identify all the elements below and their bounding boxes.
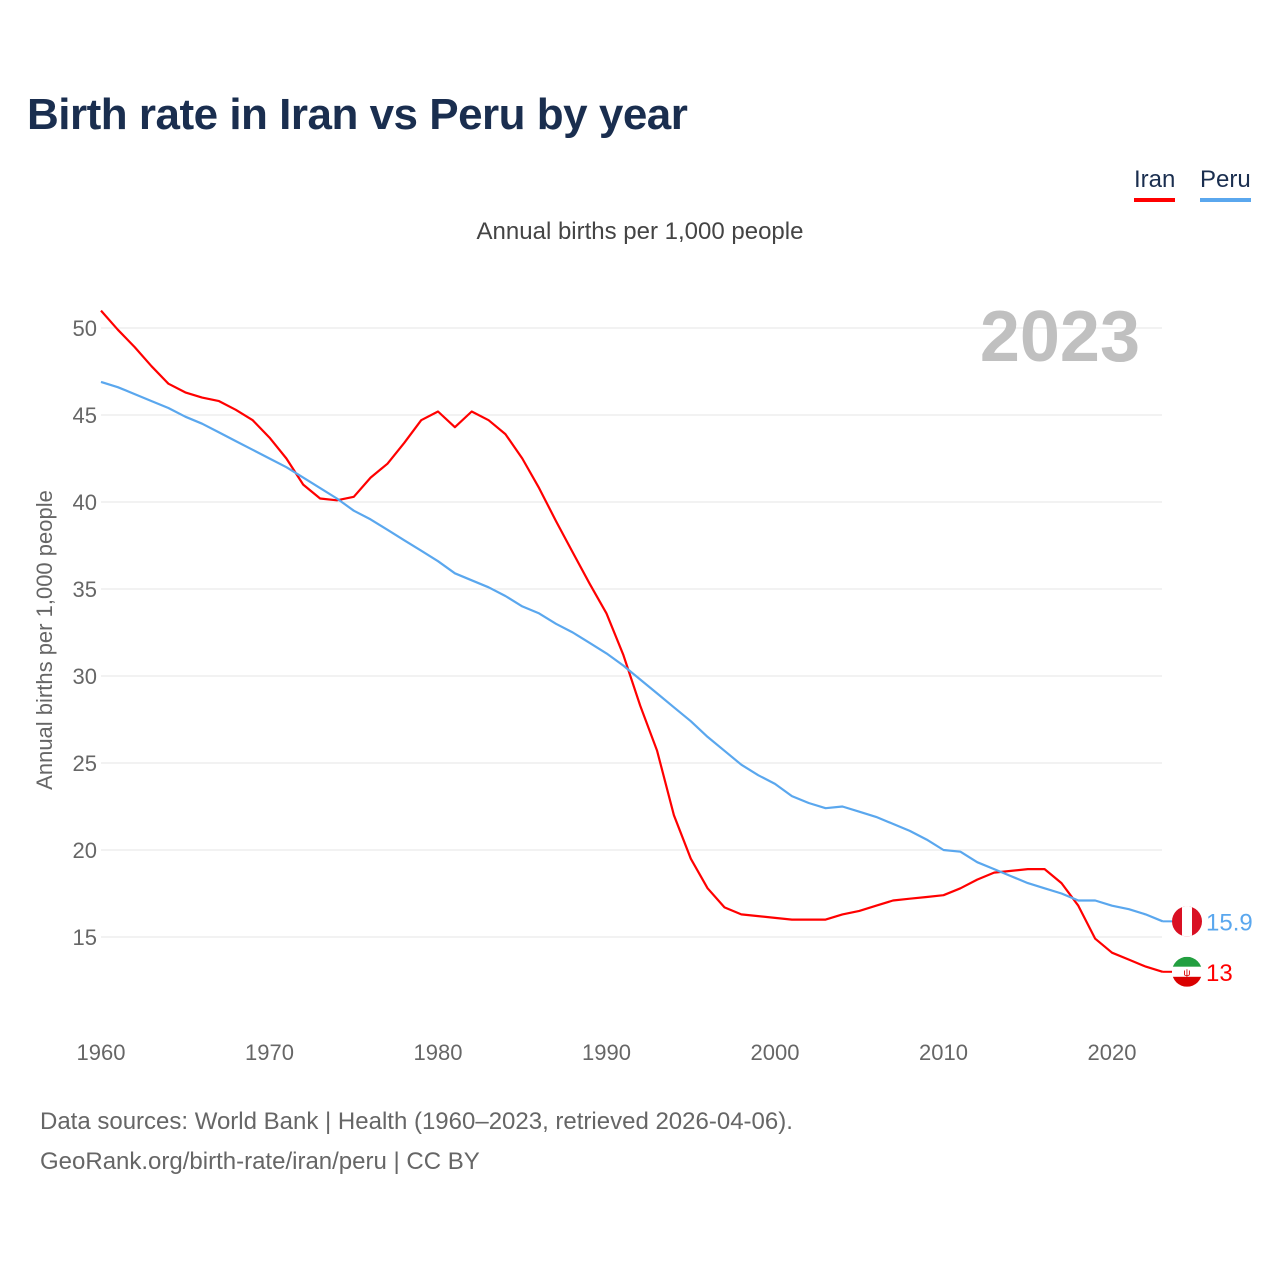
x-tick-label: 2000: [751, 1040, 800, 1065]
data-source-text: Data sources: World Bank | Health (1960–…: [40, 1108, 793, 1135]
x-tick-label: 1960: [77, 1040, 126, 1065]
y-axis-label: Annual births per 1,000 people: [32, 490, 57, 790]
y-tick-label: 25: [73, 751, 97, 776]
y-tick-label: 45: [73, 403, 97, 428]
y-tick-label: 50: [73, 316, 97, 341]
x-tick-label: 2010: [919, 1040, 968, 1065]
end-value-label-peru: 15.9: [1206, 909, 1253, 936]
svg-text:ψ: ψ: [1183, 968, 1190, 979]
x-tick-label: 1980: [414, 1040, 463, 1065]
iran-flag-icon: ψ: [1172, 956, 1202, 987]
source-link[interactable]: GeoRank.org/birth-rate/iran/peru | CC BY: [40, 1148, 480, 1175]
x-tick-label: 2020: [1088, 1040, 1137, 1065]
y-tick-label: 30: [73, 664, 97, 689]
y-tick-label: 40: [73, 490, 97, 515]
y-tick-label: 15: [73, 925, 97, 950]
y-tick-label: 20: [73, 838, 97, 863]
year-watermark: 2023: [980, 297, 1140, 377]
peru-flag-icon: [1172, 906, 1202, 937]
series-line-iran: [100, 309, 1163, 973]
end-value-label-iran: 13: [1206, 960, 1233, 987]
chart-subtitle: Annual births per 1,000 people: [476, 218, 804, 245]
legend-item-iran[interactable]: Iran: [1134, 166, 1176, 202]
legend-item-peru[interactable]: Peru: [1200, 166, 1251, 202]
y-tick-label: 35: [73, 577, 97, 602]
series-line-peru: [100, 380, 1164, 923]
chart-title: Birth rate in Iran vs Peru by year: [27, 90, 688, 139]
x-tick-label: 1990: [582, 1040, 631, 1065]
x-tick-label: 1970: [245, 1040, 294, 1065]
